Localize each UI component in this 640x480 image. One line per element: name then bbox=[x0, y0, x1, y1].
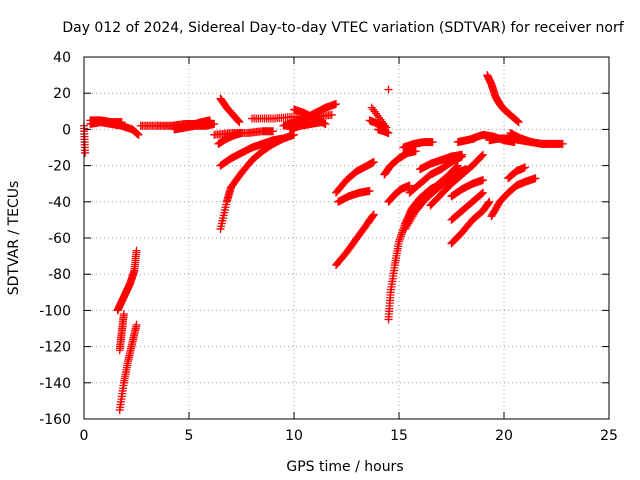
y-tick-label: -40 bbox=[48, 195, 71, 211]
x-axis-title: GPS time / hours bbox=[286, 459, 403, 475]
data-point bbox=[479, 176, 487, 185]
y-tick-label: 0 bbox=[62, 122, 71, 138]
y-tick-label: -160 bbox=[39, 412, 71, 428]
data-point bbox=[411, 147, 420, 156]
data-point bbox=[119, 310, 128, 319]
series-s23 bbox=[380, 147, 420, 179]
series-s10 bbox=[216, 134, 288, 170]
y-tick-label: -120 bbox=[39, 340, 71, 356]
data-point bbox=[514, 118, 523, 127]
series-s20 bbox=[332, 210, 378, 270]
data-point bbox=[235, 118, 244, 127]
data-point bbox=[332, 100, 340, 109]
series-s40 bbox=[504, 163, 529, 183]
data-point bbox=[210, 119, 219, 128]
y-tick-label: 20 bbox=[53, 86, 71, 102]
series-s18 bbox=[332, 157, 378, 197]
series-s22 bbox=[374, 125, 393, 138]
data-point bbox=[521, 163, 529, 172]
x-tick-label: 25 bbox=[600, 428, 618, 444]
data-point bbox=[458, 150, 466, 159]
data-point bbox=[132, 246, 141, 255]
data-point bbox=[327, 110, 336, 119]
data-point bbox=[453, 161, 462, 170]
data-point bbox=[479, 188, 487, 197]
data-point bbox=[367, 103, 376, 112]
series-s05 bbox=[115, 320, 141, 414]
y-tick-label: -80 bbox=[48, 267, 71, 283]
data-point bbox=[428, 138, 437, 147]
y-tick-label: -20 bbox=[48, 159, 71, 175]
series-s08 bbox=[170, 119, 219, 134]
series-s42 bbox=[384, 85, 393, 94]
x-tick-label: 5 bbox=[185, 428, 194, 444]
data-point bbox=[290, 130, 298, 139]
series-s13 bbox=[210, 127, 277, 139]
x-tick-label: 0 bbox=[80, 428, 89, 444]
series-s31 bbox=[426, 150, 487, 210]
series-s03 bbox=[86, 116, 126, 127]
label-layer: 0 5 10 15 20 25 -160 -140 -120 -100 -80 -60 -40 -20 0 2… bbox=[39, 50, 618, 444]
series-s28 bbox=[401, 161, 462, 228]
data-point bbox=[479, 150, 487, 159]
tick-layer bbox=[83, 56, 610, 420]
series-s06 bbox=[115, 310, 128, 355]
series-s04 bbox=[113, 246, 141, 315]
series-s33 bbox=[447, 188, 487, 224]
data-point bbox=[513, 116, 522, 125]
data-point bbox=[269, 127, 277, 136]
data-point bbox=[405, 181, 414, 190]
data-point bbox=[369, 105, 378, 114]
data-point bbox=[132, 320, 141, 329]
data-point bbox=[279, 134, 288, 143]
series-s26 bbox=[399, 138, 437, 152]
series-s39 bbox=[487, 174, 540, 221]
data-point bbox=[384, 85, 393, 94]
data-point bbox=[558, 139, 567, 148]
series-s19 bbox=[334, 186, 374, 206]
data-point bbox=[369, 157, 378, 166]
data-layer bbox=[80, 71, 567, 414]
data-point bbox=[531, 174, 540, 183]
series-s30 bbox=[416, 150, 466, 174]
data-point bbox=[513, 117, 522, 126]
series-s37 bbox=[483, 71, 523, 127]
x-tick-label: 15 bbox=[390, 428, 408, 444]
series-s12 bbox=[216, 94, 244, 127]
y-axis-title: SDTVAR / TECUs bbox=[6, 181, 22, 296]
y-tick-label: -100 bbox=[39, 303, 71, 319]
data-point bbox=[317, 118, 326, 127]
series-s32 bbox=[447, 197, 494, 248]
data-point bbox=[81, 148, 90, 157]
data-point bbox=[485, 197, 494, 206]
y-tick-label: -60 bbox=[48, 231, 71, 247]
series-s34 bbox=[447, 176, 487, 201]
data-point bbox=[365, 186, 374, 195]
y-tick-label: -140 bbox=[39, 376, 71, 392]
y-tick-label: 40 bbox=[53, 50, 71, 66]
chart-title: Day 012 of 2024, Sidereal Day-to-day VTE… bbox=[62, 20, 624, 36]
series-s17 bbox=[285, 118, 326, 134]
data-point bbox=[134, 130, 143, 139]
series-s25 bbox=[384, 181, 414, 206]
series-s41 bbox=[506, 129, 567, 148]
x-tick-label: 20 bbox=[495, 428, 513, 444]
x-tick-label: 10 bbox=[285, 428, 303, 444]
data-point bbox=[321, 119, 330, 128]
data-point bbox=[369, 210, 378, 219]
data-point bbox=[452, 162, 461, 171]
data-point bbox=[477, 189, 486, 198]
data-point bbox=[477, 151, 486, 160]
data-point bbox=[117, 118, 126, 127]
data-point bbox=[384, 129, 393, 138]
